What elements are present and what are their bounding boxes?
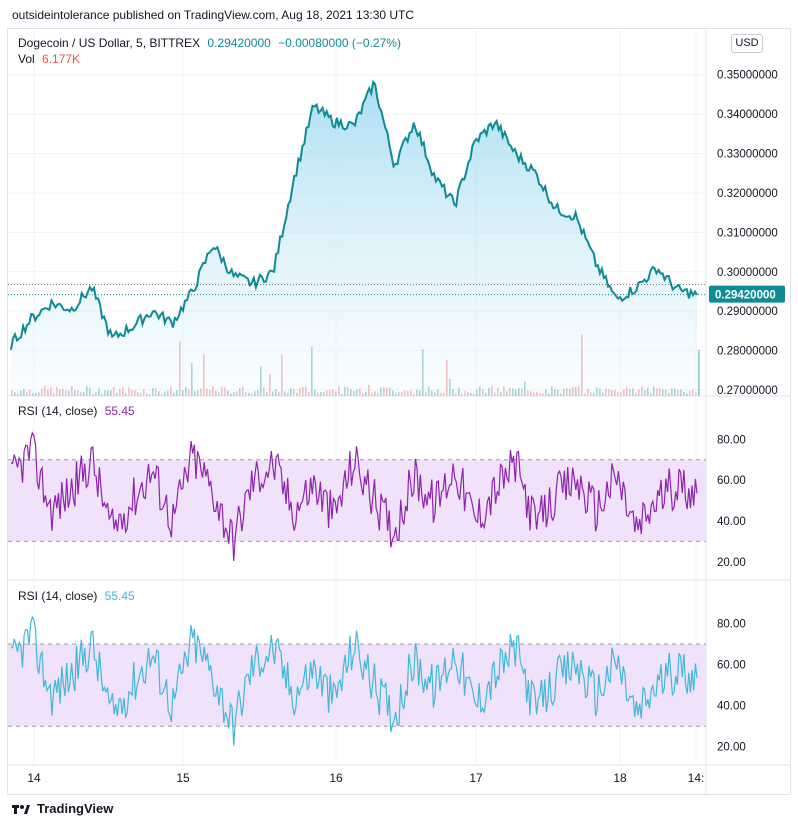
rsi1-legend: RSI (14, close) 55.45	[18, 404, 139, 418]
time-tick-label: 14	[27, 771, 41, 785]
rsi1-tick-label: 40.00	[717, 516, 746, 528]
volume-legend: Vol 6.177K	[18, 52, 84, 66]
price-area-fill	[11, 82, 697, 396]
rsi1-tick-label: 80.00	[717, 434, 746, 446]
price-tick-label: 0.29000000	[717, 306, 778, 318]
time-tick-label: 14:	[688, 771, 705, 785]
current-price-badge	[709, 285, 785, 303]
price-series-line	[10, 79, 698, 350]
chart-canvas[interactable]: 14 15 16 17 18 14: 0.35000000 0.34000000 0.33000…	[0, 0, 798, 800]
volume-label: Vol	[18, 52, 35, 66]
time-tick-label: 16	[329, 771, 343, 785]
rsi1-value: 55.45	[104, 404, 135, 418]
price-change: −0.00080000 (−0.27%)	[278, 36, 401, 50]
symbol-label: Dogecoin / US Dollar, 5, BITTREX	[18, 36, 201, 50]
publisher-line: outsideintolerance published on TradingV…	[12, 8, 415, 22]
price-tick-label: 0.32000000	[717, 188, 778, 200]
brand-name: TradingView	[37, 801, 114, 816]
tradingview-logo-icon	[12, 804, 30, 814]
rsi2-band	[8, 644, 706, 727]
price-tick-label: 0.35000000	[717, 70, 778, 82]
current-price-label: 0.29420000	[715, 290, 776, 302]
rsi1-band	[8, 459, 706, 542]
rsi1-label: RSI (14, close)	[18, 404, 98, 418]
price-tick-label: 0.27000000	[717, 385, 778, 397]
rsi2-tick-label: 20.00	[717, 742, 746, 754]
rsi2-tick-label: 40.00	[717, 701, 746, 713]
volume-bar	[698, 349, 700, 396]
chart-frame	[7, 28, 791, 795]
last-price: 0.29420000	[207, 36, 271, 50]
footer: TradingView	[12, 801, 113, 816]
time-tick-label: 17	[469, 771, 483, 785]
time-tick-label: 18	[613, 771, 627, 785]
volume-value: 6.177K	[42, 52, 81, 66]
rsi1-tick-label: 60.00	[717, 475, 746, 487]
rsi1-tick-label: 20.00	[717, 557, 746, 569]
price-tick-label: 0.34000000	[717, 109, 778, 121]
currency-button[interactable]: USD	[731, 34, 763, 53]
rsi1-series-line	[10, 431, 698, 561]
time-tick-label: 15	[176, 771, 190, 785]
rsi2-tick-label: 80.00	[717, 619, 746, 631]
price-tick-label: 0.31000000	[717, 227, 778, 239]
rsi2-series-line	[10, 615, 698, 746]
rsi2-tick-label: 60.00	[717, 660, 746, 672]
price-tick-label: 0.33000000	[717, 149, 778, 161]
rsi2-value: 55.45	[104, 589, 135, 603]
rsi2-legend: RSI (14, close) 55.45	[18, 589, 139, 603]
price-tick-label: 0.28000000	[717, 346, 778, 358]
rsi2-label: RSI (14, close)	[18, 589, 98, 603]
price-tick-label: 0.30000000	[717, 267, 778, 279]
price-legend: Dogecoin / US Dollar, 5, BITTREX 0.29420…	[18, 36, 405, 50]
